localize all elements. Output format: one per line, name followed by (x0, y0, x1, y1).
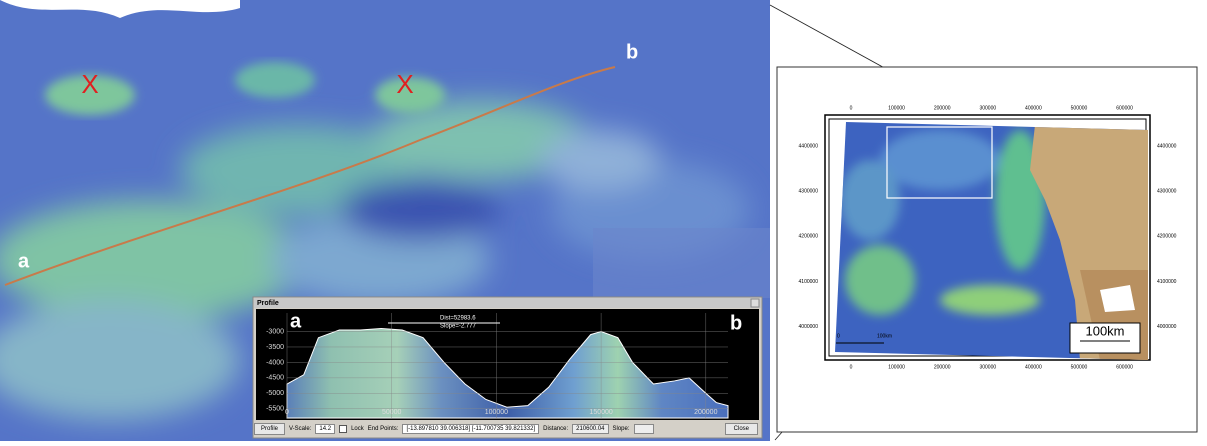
close-button[interactable]: Close (725, 423, 758, 435)
y-tick-label: -4000 (266, 359, 284, 366)
vscale-input[interactable]: 14.2 (315, 424, 335, 434)
map-y-tick: 4300000 (1157, 189, 1177, 195)
map-x-tick: 600000 (1116, 105, 1133, 111)
mode-select[interactable]: Profile (254, 423, 285, 435)
small-scale: 0 (837, 333, 840, 339)
y-tick-label: -3500 (266, 344, 284, 351)
map-y-tick: 4300000 (799, 189, 819, 195)
map-panel (770, 5, 1197, 440)
map-x-tick: 400000 (1025, 364, 1042, 370)
map-y-tick: 4100000 (799, 279, 819, 285)
page: a b X X Profile 100km 0 100km -3000 -3500… (0, 0, 1207, 441)
map-x-tick: 100000 (888, 364, 905, 370)
label-b: b (626, 41, 638, 63)
map-y-tick: 4400000 (1157, 143, 1177, 149)
close-x[interactable] (751, 299, 759, 307)
lock-checkbox[interactable] (339, 425, 347, 433)
map-x-tick: 500000 (1071, 364, 1088, 370)
label: End Points: (368, 426, 399, 432)
map-x-tick: 100000 (888, 105, 905, 111)
marker: X (396, 69, 413, 99)
profile-label-a: a (290, 310, 302, 332)
map-x-tick: 0 (850, 105, 853, 111)
map-y-tick: 4200000 (1157, 234, 1177, 240)
map-x-tick: 300000 (979, 105, 996, 111)
slope-field (634, 424, 654, 434)
small-scale: 100km (877, 333, 892, 339)
y-tick-label: -5500 (266, 406, 284, 413)
y-tick-label: -5000 (266, 390, 284, 397)
scale-label: 100km (1085, 323, 1124, 338)
map-y-tick: 4100000 (1157, 279, 1177, 285)
y-tick-label: -4500 (266, 375, 284, 382)
label: Distance: (543, 426, 568, 432)
label-a: a (18, 250, 30, 272)
map-x-tick: 0 (850, 364, 853, 370)
window-title: Profile (257, 300, 279, 307)
marker: X (81, 69, 98, 99)
distance-field: 210600.04 (572, 424, 608, 434)
toolbar: Profile V-Scale: 14.2 Lock End Points: [… (254, 420, 761, 437)
figure: a b X X Profile 100km 0 100km -3000 -3500… (0, 0, 1207, 441)
map-x-tick: 600000 (1116, 364, 1133, 370)
map-x-tick: 300000 (979, 364, 996, 370)
map-y-tick: 4200000 (799, 234, 819, 240)
map-y-tick: 4400000 (799, 143, 819, 149)
map-x-tick: 200000 (934, 105, 951, 111)
map-y-tick: 4000000 (1157, 324, 1177, 330)
label: Slope: (613, 426, 630, 432)
endpoints-field[interactable]: [-13.897810 39.006318] [-11.700735 39.82… (402, 424, 539, 434)
map-y-tick: 4000000 (799, 324, 819, 330)
label: V-Scale: (289, 426, 311, 432)
map-x-tick: 500000 (1071, 105, 1088, 111)
label: Lock (351, 426, 364, 432)
annotation: Slope=-2.777 (440, 324, 477, 330)
map-x-tick: 400000 (1025, 105, 1042, 111)
y-tick-label: -3000 (266, 328, 284, 335)
map-x-tick: 200000 (934, 364, 951, 370)
annotation: Dist=52983.6 (440, 316, 476, 322)
profile-label-b: b (730, 312, 742, 334)
